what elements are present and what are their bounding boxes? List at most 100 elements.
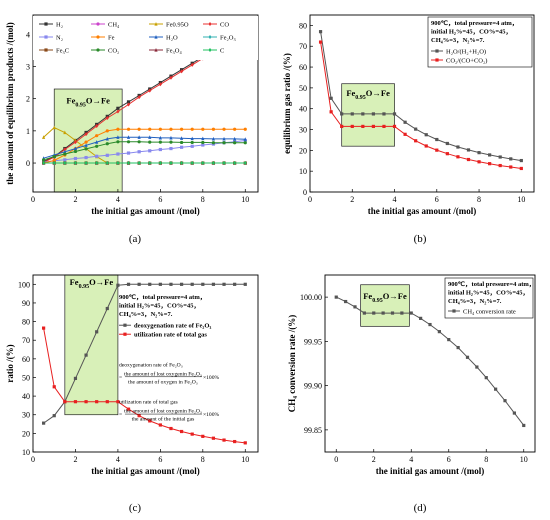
data-point	[211, 436, 216, 440]
legend-marker	[208, 22, 212, 26]
data-point	[169, 426, 173, 431]
data-point	[350, 112, 354, 116]
data-point	[116, 152, 120, 156]
data-point	[340, 112, 344, 116]
data-point	[73, 376, 78, 381]
x-tick-label: 0	[334, 455, 338, 464]
data-point	[400, 311, 404, 315]
condition-text: initial H₂%=45，CO%=45，	[431, 29, 512, 36]
data-point	[233, 161, 237, 166]
data-point	[484, 376, 488, 380]
data-point	[126, 161, 131, 166]
data-point	[116, 140, 120, 144]
data-point	[84, 400, 88, 404]
condition-text: initial H₂%=45，CO%=45，	[119, 303, 200, 310]
y-tick-label: 4	[26, 30, 30, 39]
data-point	[428, 322, 432, 327]
x-tick-label: 10	[241, 455, 249, 464]
legend-entry: H₂O	[166, 34, 178, 41]
data-point	[73, 149, 78, 154]
data-point	[318, 40, 323, 44]
data-point	[211, 127, 216, 131]
data-point	[466, 148, 471, 152]
plot-frame	[309, 14, 535, 193]
data-point	[63, 130, 67, 135]
data-point	[494, 387, 498, 391]
y-tick-label: 20	[22, 429, 30, 438]
data-point	[116, 135, 120, 139]
data-point	[148, 140, 152, 144]
data-point	[52, 414, 56, 418]
data-point	[403, 132, 407, 136]
legend-entry: deoxygenation rate of Fe₂O₃	[134, 323, 211, 330]
data-point	[437, 330, 441, 334]
data-point	[361, 124, 365, 129]
data-point	[201, 143, 205, 147]
data-point	[84, 143, 88, 147]
data-point	[116, 161, 120, 166]
data-point	[126, 151, 131, 155]
data-point	[350, 124, 354, 129]
data-point	[353, 305, 357, 309]
x-tick-label: 8	[477, 195, 481, 204]
data-point	[371, 124, 375, 129]
data-point	[63, 158, 67, 162]
data-point	[148, 149, 152, 153]
legend-entry: Fe₃C	[56, 47, 69, 54]
legend-entry: utilization rate of total gas	[134, 332, 207, 339]
data-point	[169, 282, 173, 286]
y-tick-label: 50	[299, 84, 307, 93]
data-point	[201, 136, 205, 141]
formula-denominator: the amount of oxygen in Fe₂O₃	[128, 378, 198, 385]
data-point	[477, 160, 481, 164]
data-point	[466, 157, 471, 162]
legend-entry: N₂	[56, 34, 63, 41]
data-point	[52, 155, 56, 159]
data-point	[243, 137, 247, 141]
data-point	[190, 62, 194, 67]
data-point	[382, 112, 386, 116]
zone-label: Fe0.95O→Fe	[66, 96, 110, 109]
panel-label: (d)	[414, 502, 427, 514]
y-tick-label: 30	[22, 411, 30, 420]
data-point	[498, 155, 502, 159]
data-point	[318, 30, 323, 34]
data-point	[503, 399, 507, 403]
y-tick-label: 90	[22, 299, 30, 308]
data-point	[73, 140, 78, 145]
series-line	[43, 328, 246, 444]
data-point	[488, 153, 492, 157]
legend-entry: C	[220, 47, 224, 54]
condition-text: CH₄%=3，N₂%=7.	[119, 311, 173, 318]
condition-text: 900℃，total pressure=4 atm，	[448, 280, 535, 288]
data-point	[116, 106, 120, 110]
x-tick-label: 4	[409, 455, 413, 464]
y-tick-label: 0	[26, 159, 30, 168]
data-point	[179, 69, 184, 74]
data-point	[73, 400, 78, 404]
data-point	[158, 82, 162, 87]
legend: 900℃，total pressure=4 atm， initial H₂%=45…	[427, 16, 533, 68]
data-point	[63, 400, 67, 404]
data-point	[201, 282, 205, 286]
series-0	[334, 295, 526, 428]
formula-numerator: the amount of lost oxygenin Fe₂O₃	[124, 408, 202, 415]
x-tick-label: 10	[517, 195, 525, 204]
series-1	[42, 326, 247, 445]
data-point	[211, 141, 216, 145]
data-point	[42, 135, 46, 139]
data-point	[73, 146, 78, 151]
y-tick-label: 60	[299, 63, 307, 72]
condition-text: 900℃，total pressure=4 atm，	[119, 293, 206, 301]
data-point	[344, 299, 348, 304]
reaction-zone	[64, 274, 119, 416]
data-point	[116, 400, 120, 404]
data-point	[42, 161, 46, 166]
series-line	[320, 31, 522, 162]
data-point	[414, 127, 418, 131]
zone-label: Fe0.95O→Fe	[70, 277, 114, 290]
y-tick-label: 50	[22, 373, 30, 382]
data-point	[105, 400, 109, 404]
y-tick-label: 40	[299, 105, 307, 114]
data-point	[84, 353, 88, 357]
